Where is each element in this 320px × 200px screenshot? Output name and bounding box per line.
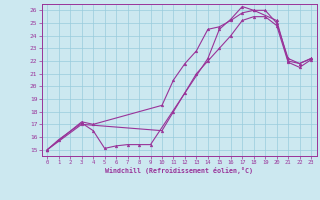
X-axis label: Windchill (Refroidissement éolien,°C): Windchill (Refroidissement éolien,°C) [105, 167, 253, 174]
